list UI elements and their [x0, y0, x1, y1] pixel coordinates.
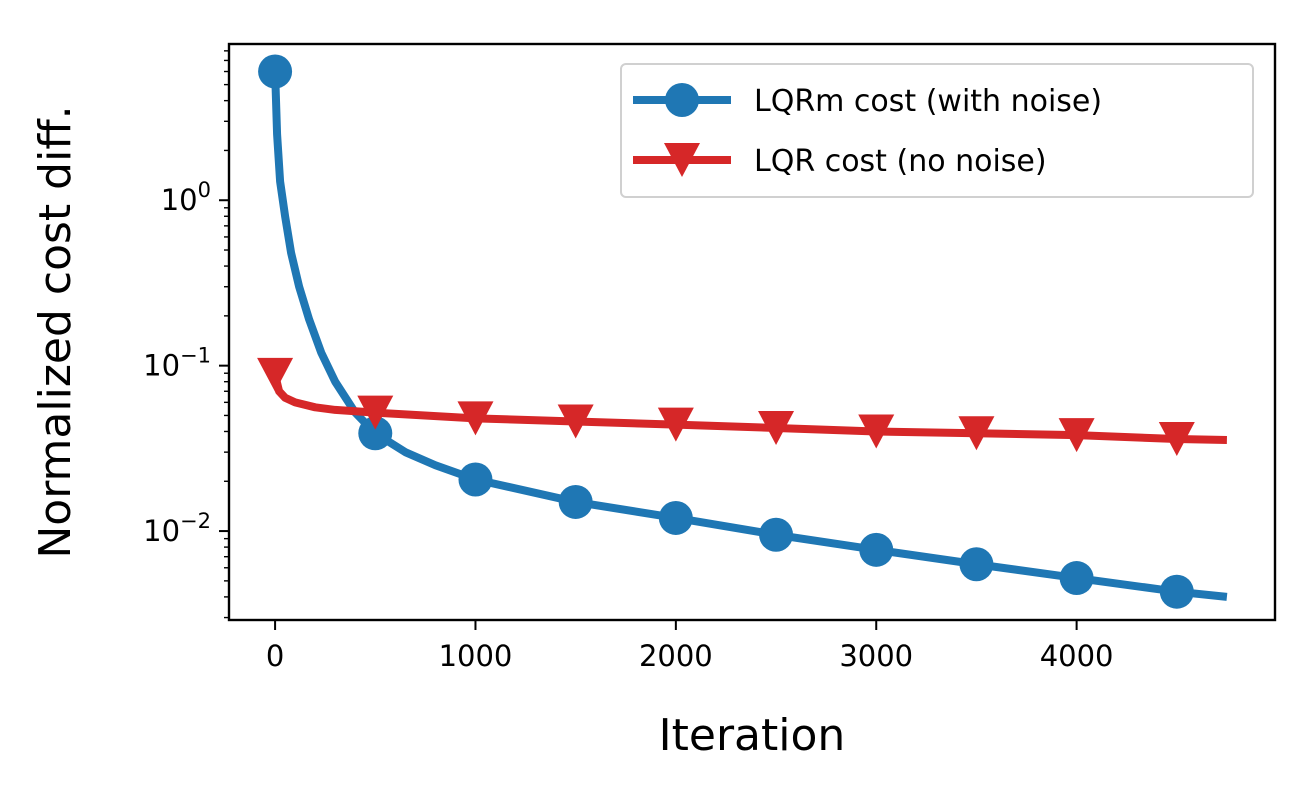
series-1-point-6 [759, 517, 794, 552]
series-2-point-2 [357, 395, 394, 430]
series-2-point-9 [1058, 418, 1095, 453]
series-1-point-9 [1059, 561, 1094, 596]
series-1-point-4 [558, 484, 593, 519]
series-2-point-7 [858, 414, 895, 449]
x-tick-label-2: 1000 [439, 639, 513, 673]
legend-marker-1 [665, 83, 699, 117]
legend-box [620, 63, 1254, 198]
series-1 [258, 54, 1228, 609]
series-line-1 [271, 71, 1228, 601]
series-1-point-5 [658, 500, 693, 535]
series-1-point-8 [959, 547, 994, 582]
legend-label-1: LQRm cost (with noise) [754, 84, 1102, 119]
series-2 [257, 357, 1227, 457]
y-tick-label-1: 10−2 [143, 509, 211, 548]
series-line-2 [271, 373, 1227, 445]
series-2-point-8 [958, 416, 995, 451]
legend: LQRm cost (with noise) LQR cost (no noise… [620, 63, 1254, 198]
x-axis-label: Iteration [659, 710, 846, 761]
series-2-point-1 [257, 357, 294, 392]
legend-marker-2 [664, 143, 700, 177]
series-2-point-4 [557, 404, 594, 439]
series-2-point-3 [457, 401, 494, 436]
series-1-point-3 [458, 462, 493, 497]
x-tick-label-4: 3000 [839, 639, 913, 673]
series-1-point-2 [358, 416, 393, 451]
y-tick-label-3: 100 [161, 178, 211, 217]
series-2-point-6 [758, 410, 795, 445]
x-tick-label-5: 4000 [1040, 639, 1114, 673]
x-tick-label-3: 2000 [639, 639, 713, 673]
series-1-point-7 [859, 532, 894, 567]
y-axis-label: Normalized cost diff. [30, 105, 81, 558]
plot-area [257, 54, 1228, 609]
legend-label-2: LQR cost (no noise) [754, 144, 1047, 179]
series-1-point-1 [258, 54, 293, 89]
series-2-point-10 [1158, 422, 1195, 457]
x-tick-label-1: 0 [266, 639, 284, 673]
series-1-point-10 [1159, 574, 1194, 609]
series-2-point-5 [657, 407, 694, 442]
y-tick-label-2: 10−1 [143, 344, 211, 383]
axes: 0 1000 2000 3000 4000 10−2 10−1 100 [143, 42, 1277, 673]
axes-frame [227, 42, 1277, 622]
